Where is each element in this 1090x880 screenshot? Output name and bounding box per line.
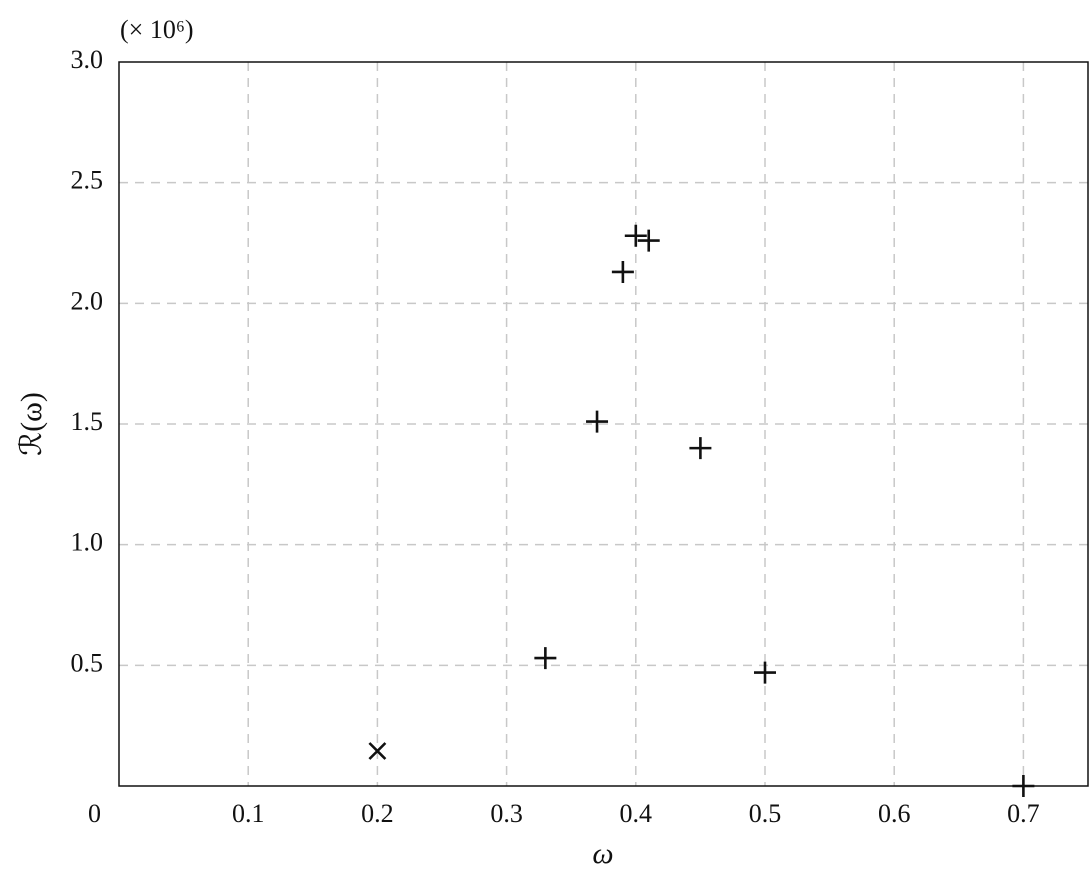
y-tick-label: 2.0: [71, 286, 104, 315]
y-tick-label: 0: [88, 799, 101, 828]
point: [368, 742, 387, 760]
plot-frame: [118, 61, 1089, 787]
y-tick-label: 1.0: [71, 528, 104, 557]
x-tick-label: 0.7: [1007, 799, 1040, 828]
y-tick-label: 2.5: [71, 166, 104, 195]
point: [586, 410, 609, 433]
point: [637, 229, 660, 252]
x-axis-label: ω: [592, 837, 613, 870]
x-tick-label: 0.2: [361, 799, 394, 828]
x-tick-label: 0.6: [878, 799, 911, 828]
x-tick-label: 0.1: [232, 799, 265, 828]
point: [1012, 775, 1035, 797]
point: [689, 437, 712, 460]
point: [754, 661, 776, 684]
y-tick-label: 1.5: [71, 407, 104, 436]
y-tick-label: 3.0: [71, 45, 104, 74]
x-tick-label: 0.3: [490, 799, 523, 828]
point: [534, 647, 557, 670]
y-axis-label: ℛ(ω): [15, 392, 48, 456]
point: [611, 260, 634, 283]
x-tick-label: 0.4: [620, 799, 653, 828]
x-tick-label: 0.5: [749, 799, 782, 828]
y-multiplier: (× 10⁶): [120, 15, 194, 44]
y-tick-label: 0.5: [71, 648, 104, 677]
point: [624, 224, 647, 247]
